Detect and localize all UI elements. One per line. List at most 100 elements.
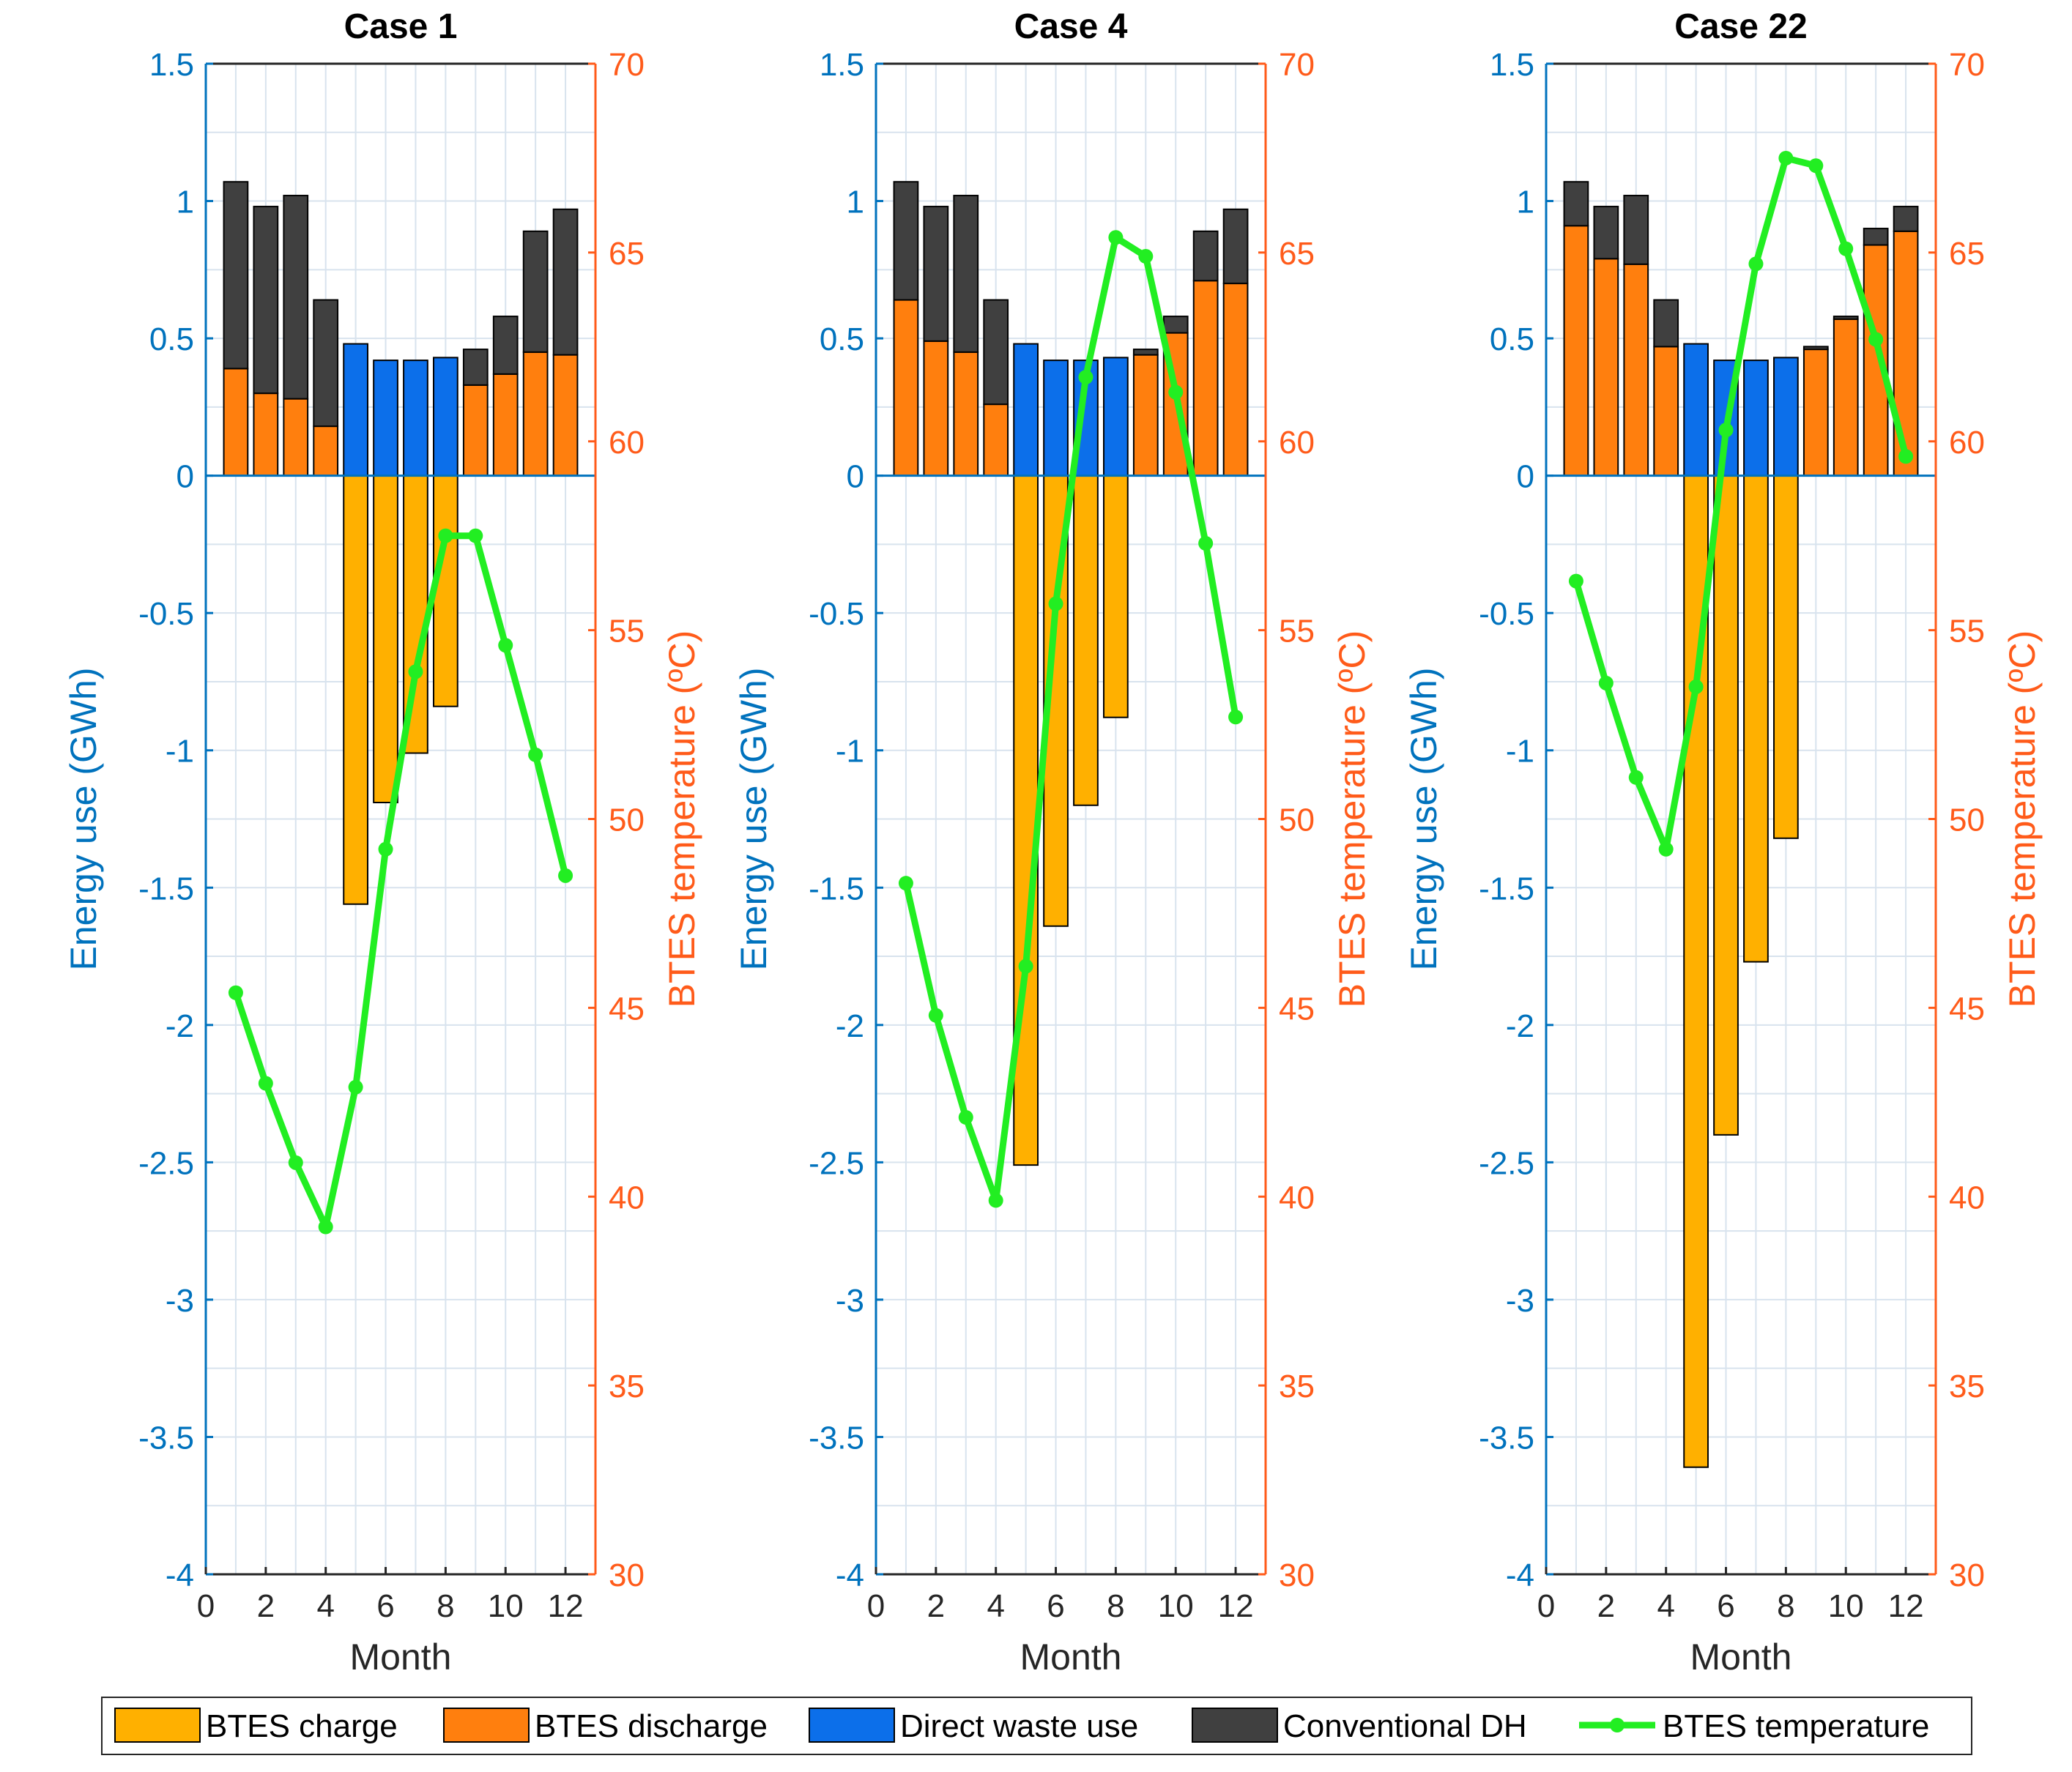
panel2-x-tick-label: 6 [1047, 1588, 1064, 1624]
panel1-x-tick-label: 2 [257, 1588, 275, 1624]
panel2-bar-conventional-dh-m9 [1132, 349, 1159, 356]
panel2-left-tick-label: 1 [847, 185, 864, 220]
panel2-x-tick-label: 2 [927, 1588, 945, 1624]
panel2-right-tick-label: 50 [1279, 803, 1315, 838]
panel1-bar-direct-waste-use-m7 [403, 360, 428, 477]
panel2-bar-conventional-dh-m11 [1192, 230, 1219, 282]
panel3-right-tick-label: 35 [1949, 1369, 1985, 1404]
panel3-temperature-point-m3 [1628, 770, 1644, 785]
panel2-temperature-point-m1 [898, 876, 913, 891]
panel1-bar-conventional-dh-m9 [462, 349, 489, 386]
panel2-temperature-line [902, 234, 1239, 1204]
panel3-left-tick-label: -3 [1506, 1283, 1534, 1319]
panel1-bar-btes-discharge-m12 [552, 354, 579, 477]
panel1-bar-conventional-dh-m4 [313, 299, 339, 428]
panel1-left-tick-label: 1 [177, 185, 194, 220]
panel3-left-tick-label: -3.5 [1479, 1420, 1534, 1456]
panel1-bar-btes-charge-m6 [373, 474, 398, 803]
panel1-right-tick-label: 60 [609, 425, 645, 461]
panel1-left-tick-label: -1 [166, 734, 194, 770]
legend-swatch-btes-charge [114, 1708, 201, 1743]
panel1-temperature-line [232, 532, 569, 1231]
panel1-left-tick-label: -3.5 [138, 1420, 194, 1456]
panel3-x-tick-label: 4 [1657, 1588, 1674, 1624]
panel1-bar-btes-discharge-m2 [253, 392, 279, 477]
panel2-bar-btes-discharge-m1 [893, 299, 919, 477]
panel1-temperature-point-m5 [348, 1079, 363, 1095]
panel3-temperature-point-m10 [1838, 241, 1854, 256]
panel3-right-tick-label: 60 [1949, 425, 1985, 461]
panel3-bar-btes-charge-m8 [1773, 474, 1799, 839]
panel3-right-tick-label: 65 [1949, 236, 1985, 272]
panel1-bar-btes-charge-m5 [343, 474, 368, 905]
panel2-left-tick-label: -2 [836, 1008, 864, 1044]
panel1-bar-conventional-dh-m1 [223, 181, 249, 370]
panel1-x-axis-label: Month [350, 1637, 452, 1678]
panel2-bar-conventional-dh-m4 [983, 299, 1009, 406]
panel2-bar-btes-charge-m7 [1073, 474, 1099, 806]
panel3-title: Case 22 [1674, 7, 1807, 46]
panel3-bar-btes-discharge-m3 [1623, 263, 1649, 477]
panel2-temperature-point-m8 [1108, 230, 1124, 245]
panel1-bar-btes-discharge-m9 [462, 384, 489, 477]
panel1-x-tick-label: 4 [316, 1588, 334, 1624]
panel3-x-tick-label: 8 [1777, 1588, 1794, 1624]
panel2-right-tick-label: 40 [1279, 1180, 1315, 1216]
panel1-temperature-point-m1 [228, 985, 243, 1000]
chart-panels: -4-3.5-3-2.5-2-1.5-1-0.500.511.530354045… [63, 7, 2043, 1678]
panel3-temperature-point-m12 [1898, 449, 1914, 464]
panel1-left-tick-label: -3 [166, 1283, 194, 1319]
legend-label-conventional-dh: Conventional DH [1283, 1708, 1527, 1744]
panel2-left-tick-label: -3 [836, 1283, 864, 1319]
panel2-bar-direct-waste-use-m5 [1013, 343, 1039, 477]
panel3-x-tick-label: 2 [1597, 1588, 1615, 1624]
panel2-bar-conventional-dh-m3 [953, 195, 979, 353]
panel2-right-tick-label: 45 [1279, 991, 1315, 1027]
panel2-bar-btes-discharge-m11 [1192, 280, 1219, 477]
panel3-bar-conventional-dh-m1 [1563, 181, 1589, 227]
panel2-right-tick-label: 60 [1279, 425, 1315, 461]
panel1-right-tick-label: 65 [609, 236, 645, 272]
panel3-temperature-point-m1 [1568, 573, 1583, 589]
panel1-bar-direct-waste-use-m6 [373, 360, 398, 477]
panel3-temperature-point-m4 [1658, 841, 1674, 857]
panel3-temperature-point-m8 [1778, 150, 1794, 165]
panel3-left-tick-label: 1.5 [1490, 47, 1534, 83]
panel1-left-tick-label: -2 [166, 1008, 194, 1044]
panel2-bar-conventional-dh-m12 [1222, 208, 1249, 285]
panel2-left-tick-label: -1.5 [809, 871, 864, 907]
panel3-x-tick-label: 6 [1717, 1588, 1734, 1624]
panel2-bar-btes-discharge-m4 [983, 403, 1009, 477]
panel2-temperature-point-m11 [1198, 536, 1214, 551]
panel3-temperature-point-m7 [1748, 256, 1764, 272]
panel2-temperature-point-m3 [958, 1109, 973, 1125]
panel3-temperature-line [1572, 155, 1909, 853]
panel2-y2-axis-label: BTES temperature (ºC) [1332, 630, 1373, 1008]
panel3-bar-direct-waste-use-m8 [1773, 357, 1799, 477]
panel3-left-tick-label: 0 [1517, 459, 1534, 495]
panel3-y2-axis-label: BTES temperature (ºC) [2002, 630, 2043, 1008]
panel1-temperature-point-m12 [558, 868, 573, 883]
panel1-temperature-point-m9 [468, 528, 483, 543]
panel1-x-tick-label: 12 [548, 1588, 584, 1624]
panel3-x-tick-label: 10 [1828, 1588, 1864, 1624]
panel2-x-tick-label: 0 [867, 1588, 885, 1624]
panel2-x-tick-label: 4 [987, 1588, 1004, 1624]
panel3: -4-3.5-3-2.5-2-1.5-1-0.500.511.530354045… [1403, 7, 2043, 1678]
panel3-y-axis-label: Energy use (GWh) [1403, 667, 1444, 970]
panel1-temperature-point-m4 [318, 1219, 333, 1235]
panel2-bar-direct-waste-use-m8 [1103, 357, 1129, 477]
panel1-temperature-point-m3 [288, 1155, 303, 1170]
panel3-bar-btes-discharge-m1 [1563, 225, 1589, 477]
panel2-temperature-point-m2 [928, 1008, 943, 1023]
panel3-left-tick-label: -2.5 [1479, 1145, 1534, 1181]
panel1-x-tick-label: 10 [488, 1588, 524, 1624]
panel2-bar-conventional-dh-m10 [1162, 316, 1189, 334]
panel3-bar-btes-charge-m7 [1743, 474, 1769, 963]
panel2-x-tick-label: 8 [1107, 1588, 1124, 1624]
panel3-right-tick-label: 30 [1949, 1557, 1985, 1593]
panel1-title: Case 1 [344, 7, 458, 46]
legend-swatch-btes-discharge [443, 1708, 530, 1743]
panel1-bar-btes-discharge-m10 [492, 373, 519, 477]
legend-label-direct-waste-use: Direct waste use [900, 1708, 1138, 1744]
